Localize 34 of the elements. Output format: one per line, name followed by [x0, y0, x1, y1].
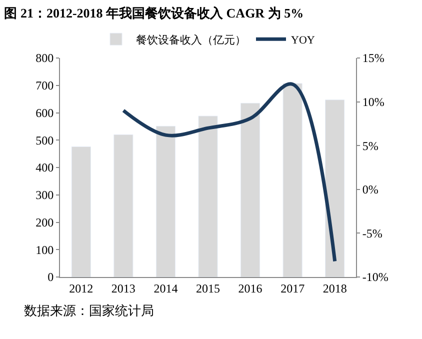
x-tick-label: 2015 — [196, 281, 220, 296]
bar — [325, 100, 345, 277]
y2-tick-label: 5% — [362, 138, 378, 153]
legend-label: 餐饮设备收入（亿元） — [136, 33, 246, 46]
x-tick-label: 2012 — [69, 281, 94, 296]
y-tick-label: 0 — [48, 270, 54, 284]
x-tick-label: 2014 — [154, 281, 178, 296]
x-tick-label: 2016 — [238, 281, 262, 296]
legend-label: YOY — [291, 34, 315, 46]
x-tick-label: 2017 — [280, 281, 305, 296]
y-tick-label: 400 — [36, 160, 54, 175]
y2-tick-label: 10% — [362, 95, 384, 109]
x-tick-label: 2013 — [111, 281, 136, 296]
y-tick-label: 600 — [36, 106, 54, 120]
y2-tick-label: -5% — [362, 226, 382, 240]
y-tick-label: 800 — [36, 51, 54, 66]
bar — [114, 134, 134, 277]
y-tick-label: 200 — [36, 215, 54, 230]
y2-tick-label: 0% — [362, 182, 378, 197]
y2-tick-label: -10% — [362, 270, 388, 284]
bar — [198, 116, 218, 277]
bar — [240, 102, 260, 277]
y-tick-label: 500 — [36, 133, 54, 148]
bar — [282, 83, 302, 277]
x-tick-label: 2018 — [322, 281, 347, 296]
chart-title: 图 21：2012-2018 年我国餐饮设备收入 CAGR 为 5% — [4, 6, 304, 21]
y2-tick-label: 15% — [362, 51, 384, 66]
y-tick-label: 700 — [36, 78, 54, 93]
line-series — [122, 82, 337, 263]
source-note: 数据来源：国家统计局 — [24, 303, 154, 318]
bar — [156, 126, 176, 277]
y-tick-label: 100 — [36, 242, 54, 257]
y-tick-label: 300 — [36, 188, 54, 202]
bar — [71, 146, 91, 277]
